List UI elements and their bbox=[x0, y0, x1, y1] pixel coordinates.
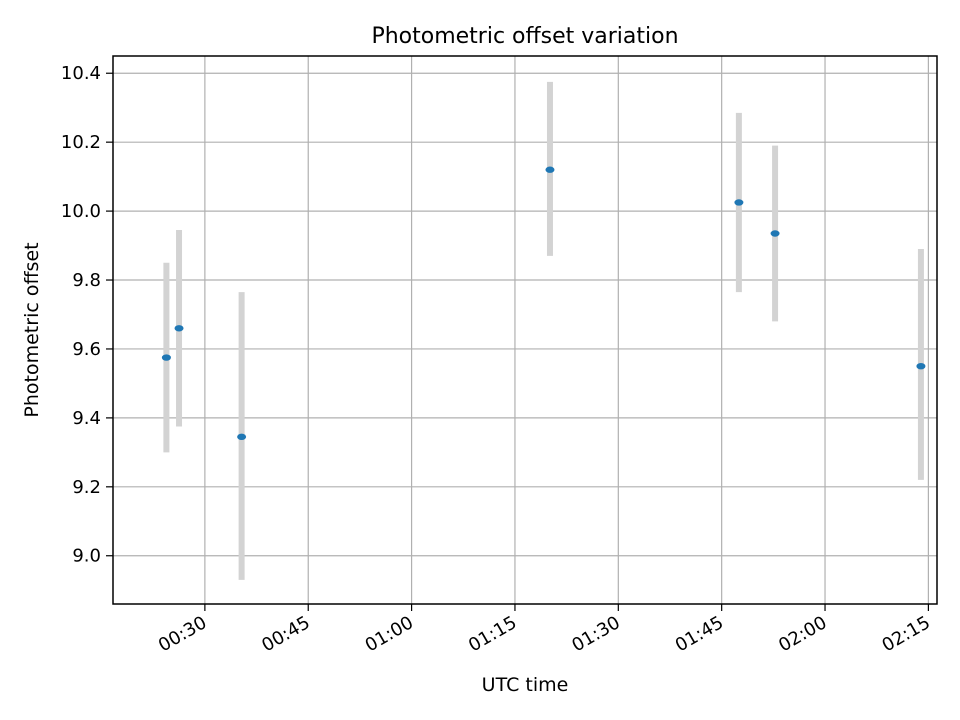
y-tick-label: 9.6 bbox=[72, 339, 101, 360]
y-tick-label: 9.8 bbox=[72, 270, 101, 291]
data-point bbox=[770, 230, 780, 237]
y-tick-label: 9.0 bbox=[72, 546, 101, 567]
data-point bbox=[174, 325, 184, 332]
y-tick-label: 9.2 bbox=[72, 477, 101, 498]
data-points bbox=[161, 166, 926, 441]
data-point bbox=[545, 166, 555, 173]
plot-frame bbox=[112, 55, 938, 605]
y-tick-label: 10.2 bbox=[61, 132, 101, 153]
data-point bbox=[237, 433, 247, 441]
data-point bbox=[161, 354, 171, 361]
y-tick-label: 10.0 bbox=[61, 201, 101, 222]
y-axis-ticks: 9.0 9.2 9.4 9.6 9.8 10.0 10.2 10.4 bbox=[61, 63, 113, 567]
data-point bbox=[734, 199, 744, 206]
data-point bbox=[916, 362, 926, 370]
chart-title: Photometric offset variation bbox=[371, 24, 678, 49]
y-axis-label: Photometric offset bbox=[21, 242, 43, 417]
grid bbox=[113, 56, 937, 604]
x-axis-label: UTC time bbox=[482, 674, 569, 696]
y-tick-label: 9.4 bbox=[72, 408, 101, 429]
y-tick-label: 10.4 bbox=[61, 63, 101, 84]
